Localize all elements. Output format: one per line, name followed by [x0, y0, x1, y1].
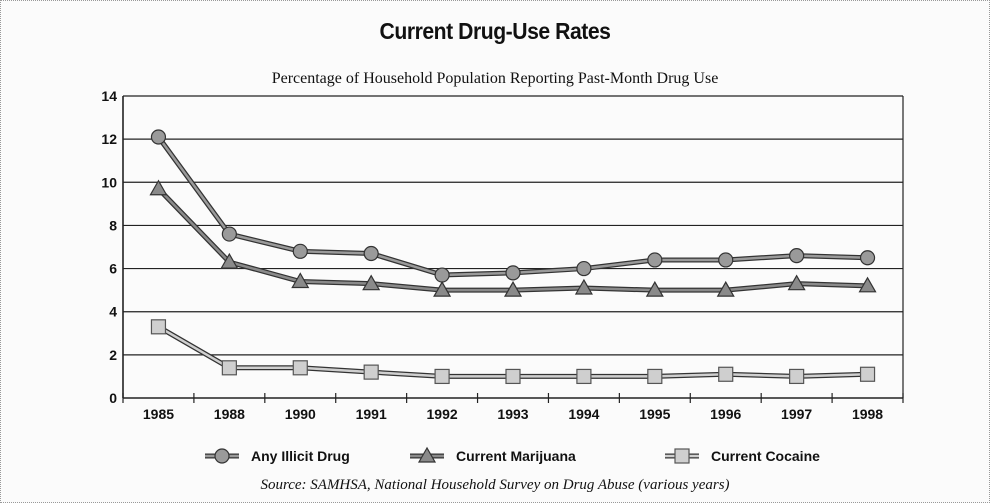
data-point — [859, 366, 876, 382]
legend-marker — [214, 448, 230, 464]
chart-subtitle: Percentage of Household Population Repor… — [271, 70, 719, 87]
data-point — [505, 265, 521, 281]
y-tick-label: 14 — [101, 88, 117, 104]
data-point — [574, 278, 593, 295]
series-line-outline — [156, 135, 868, 278]
data-point — [220, 252, 239, 269]
data-point — [647, 252, 663, 268]
y-tick-label: 6 — [109, 261, 117, 277]
y-tick-label: 8 — [109, 217, 117, 233]
data-point — [434, 368, 450, 385]
data-point — [150, 129, 167, 145]
data-point — [149, 179, 168, 196]
legend-label: Any Illicit Drug — [251, 448, 350, 464]
chart-source: Source: SAMHSA, National Household Surve… — [260, 477, 730, 493]
data-point — [434, 267, 450, 283]
data-point — [363, 364, 379, 380]
x-tick-label: 1992 — [427, 406, 458, 422]
x-tick-label: 1991 — [356, 406, 387, 422]
y-tick-label: 4 — [109, 304, 117, 320]
x-tick-label: 1994 — [568, 406, 599, 422]
data-point — [150, 319, 167, 335]
data-point — [505, 368, 521, 385]
legend: Any Illicit Drug Current Marijuana Current… — [205, 446, 820, 464]
x-tick-label: 1998 — [852, 406, 883, 422]
legend-label: Current Cocaine — [711, 448, 820, 464]
y-axis-ticks: 0 2 4 6 8 10 12 14 — [101, 88, 117, 406]
x-axis-ticks: 1985 1988 1990 1991 1992 1993 1994 1995 1996 1997… — [122, 393, 904, 422]
x-tick-label: 1988 — [214, 406, 245, 422]
gridlines — [122, 95, 904, 399]
x-tick-label: 1995 — [639, 406, 670, 422]
data-point — [433, 280, 452, 297]
data-point — [859, 250, 876, 266]
data-point — [292, 243, 308, 259]
data-point — [789, 368, 805, 385]
data-point — [576, 260, 592, 277]
data-point — [221, 360, 237, 376]
y-tick-label: 10 — [101, 174, 117, 190]
legend-label: Current Marijuana — [456, 448, 576, 464]
y-tick-label: 12 — [101, 131, 117, 147]
data-point — [645, 280, 664, 297]
data-point — [363, 245, 379, 262]
data-point — [858, 276, 877, 293]
data-point — [292, 360, 308, 376]
data-point — [789, 248, 805, 264]
x-tick-label: 1990 — [285, 406, 316, 422]
series-line — [157, 136, 868, 277]
legend-marker — [674, 448, 690, 464]
x-tick-label: 1985 — [143, 406, 174, 422]
data-point — [787, 274, 806, 291]
data-point — [718, 252, 734, 268]
data-point — [576, 368, 592, 385]
data-point — [362, 274, 381, 291]
data-point — [503, 280, 523, 297]
y-tick-label: 2 — [109, 347, 117, 363]
x-tick-label: 1997 — [781, 406, 812, 422]
chart-title: Current Drug-Use Rates — [379, 18, 611, 44]
legend-marker — [417, 446, 437, 463]
x-tick-label: 1996 — [710, 406, 741, 422]
data-point — [647, 368, 663, 385]
x-tick-label: 1993 — [497, 406, 528, 422]
data-point — [221, 226, 237, 242]
series-group — [149, 129, 877, 385]
y-tick-label: 0 — [109, 390, 117, 406]
data-point — [716, 280, 735, 297]
data-point — [291, 272, 310, 289]
data-point — [718, 366, 734, 382]
